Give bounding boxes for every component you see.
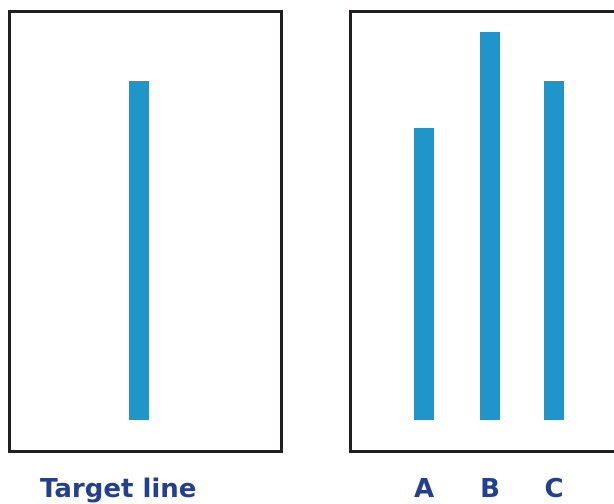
target-panel	[8, 10, 283, 453]
choice-label-a: A	[413, 474, 435, 504]
target-line	[129, 81, 149, 420]
comparison-line-b	[480, 32, 500, 420]
target-line-label: Target line	[40, 474, 197, 504]
choice-label-b: B	[480, 474, 500, 504]
choice-label-c: C	[544, 474, 564, 504]
comparison-line-c	[544, 81, 564, 420]
comparison-line-a	[414, 128, 434, 420]
comparison-panel	[349, 10, 614, 453]
